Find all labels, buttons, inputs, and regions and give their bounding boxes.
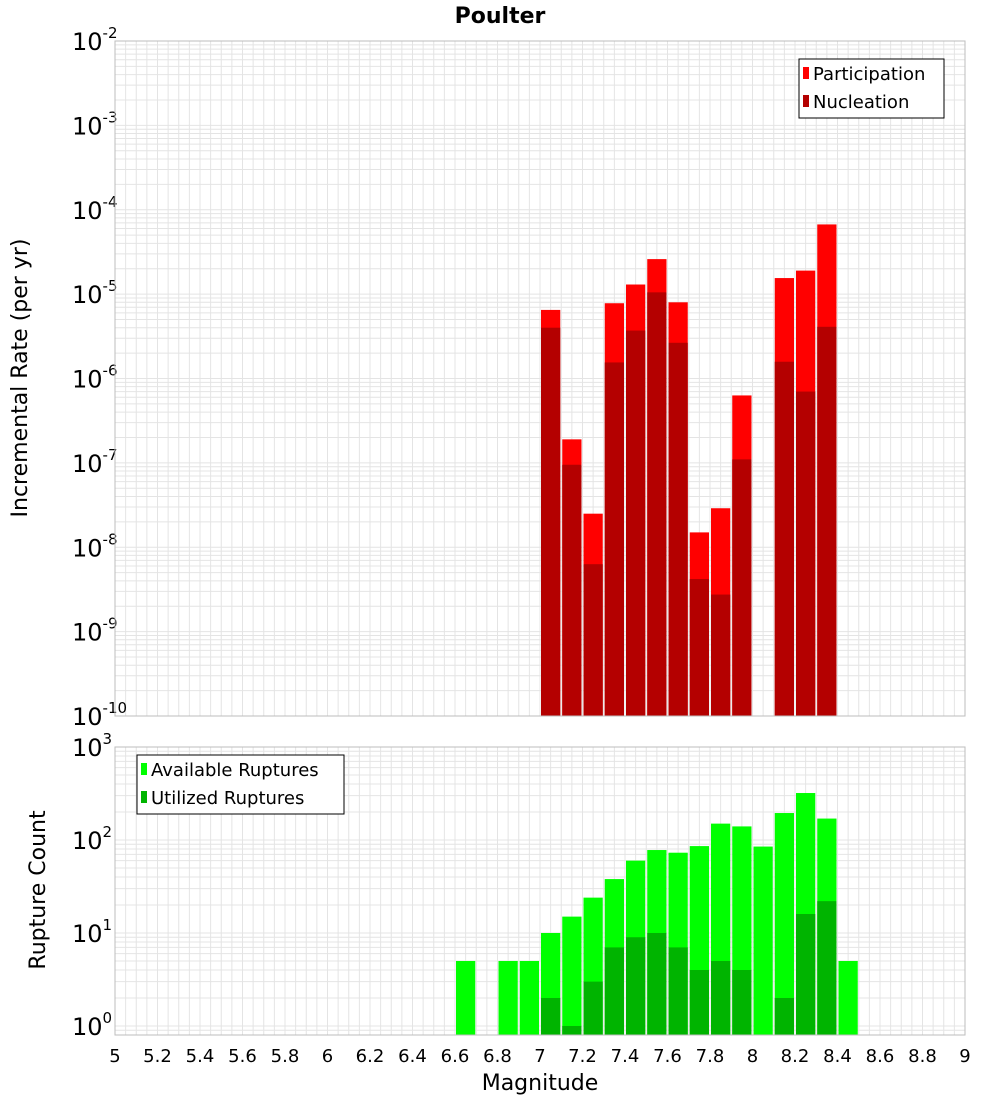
top-legend-label: Nucleation bbox=[813, 92, 909, 113]
bottom-legend-label: Utilized Ruptures bbox=[151, 788, 304, 809]
top-y-tick-label: 10-6 bbox=[72, 362, 118, 394]
bottom-legend-swatch bbox=[141, 791, 147, 803]
bottom-bar-available bbox=[838, 960, 858, 1035]
bottom-bar-available bbox=[456, 960, 476, 1035]
top-bar-nucleation bbox=[562, 464, 582, 716]
x-tick-label: 6.6 bbox=[441, 1046, 470, 1067]
top-bar-nucleation bbox=[774, 361, 794, 716]
bottom-bar-utilized bbox=[647, 932, 667, 1035]
x-tick-label: 5.8 bbox=[271, 1046, 300, 1067]
x-tick-label: 7.6 bbox=[653, 1046, 682, 1067]
top-y-axis-label: Incremental Rate (per yr) bbox=[8, 239, 33, 518]
x-axis-label: Magnitude bbox=[482, 1071, 599, 1096]
top-bar-nucleation bbox=[817, 326, 837, 716]
bottom-y-ticks: 100 101 102 103 bbox=[72, 730, 112, 1041]
top-y-tick-label: 10-10 bbox=[72, 699, 127, 731]
top-y-tick-label: 10-8 bbox=[72, 530, 118, 562]
top-bar-nucleation bbox=[796, 391, 816, 716]
x-tick-label: 5.4 bbox=[186, 1046, 215, 1067]
top-bar-nucleation bbox=[711, 594, 731, 716]
top-grid bbox=[114, 40, 966, 717]
bottom-legend-label: Available Ruptures bbox=[151, 760, 319, 781]
bottom-bar-utilized bbox=[562, 1025, 582, 1035]
top-plot-frame bbox=[114, 40, 966, 717]
top-bar-nucleation bbox=[732, 459, 752, 716]
bottom-bar-utilized bbox=[774, 997, 794, 1035]
bottom-plot-frame bbox=[114, 746, 966, 1036]
x-tick-label: 6.8 bbox=[483, 1046, 512, 1067]
top-legend-swatch bbox=[803, 95, 809, 107]
top-y-tick-label: 10-4 bbox=[72, 193, 118, 225]
bottom-bar-utilized bbox=[732, 969, 752, 1035]
bottom-bar-utilized bbox=[711, 960, 731, 1035]
x-tick-label: 7 bbox=[534, 1046, 545, 1067]
top-panel: 10-10 10-9 10-8 10-7 10-6 10-5 10-4 10-3 10-2 In… bbox=[8, 24, 966, 731]
x-tick-label: 8 bbox=[747, 1046, 758, 1067]
top-bar-nucleation bbox=[626, 330, 646, 716]
top-y-tick-label: 10-5 bbox=[72, 277, 118, 309]
bottom-bar-utilized bbox=[604, 947, 624, 1035]
bottom-legend-swatch bbox=[141, 763, 147, 775]
bottom-legend-box bbox=[136, 754, 345, 815]
x-tick-label: 5.6 bbox=[228, 1046, 257, 1067]
bottom-bar-utilized bbox=[583, 981, 603, 1035]
bottom-bar-available bbox=[562, 916, 582, 1035]
x-tick-label: 5 bbox=[109, 1046, 120, 1067]
bottom-bars bbox=[456, 793, 858, 1035]
x-tick-label: 8.2 bbox=[781, 1046, 810, 1067]
x-tick-label: 6 bbox=[322, 1046, 333, 1067]
bottom-panel: 100 101 102 103 Rupture Count Available Rup… bbox=[26, 730, 966, 1041]
bottom-y-tick-label: 100 bbox=[72, 1009, 112, 1041]
bottom-bar-utilized bbox=[626, 937, 646, 1035]
x-tick-label: 7.4 bbox=[611, 1046, 640, 1067]
x-tick-label: 8.8 bbox=[908, 1046, 937, 1067]
bottom-bar-available bbox=[774, 813, 794, 1035]
top-y-tick-label: 10-9 bbox=[72, 615, 118, 647]
bottom-bar-utilized bbox=[689, 969, 709, 1035]
top-bar-nucleation bbox=[647, 292, 667, 716]
bottom-bar-available bbox=[519, 960, 539, 1035]
bottom-bar-utilized bbox=[796, 914, 816, 1035]
top-y-tick-label: 10-7 bbox=[72, 446, 118, 478]
x-tick-label: 9 bbox=[959, 1046, 970, 1067]
x-ticks: 5 5.2 5.4 5.6 5.8 6 6.2 6.4 6.6 6.8 7 7.2 7.4 7.6 7.8 8… bbox=[109, 1046, 970, 1067]
top-y-ticks: 10-10 10-9 10-8 10-7 10-6 10-5 10-4 10-3 10-2 bbox=[72, 24, 127, 731]
x-tick-label: 7.2 bbox=[568, 1046, 597, 1067]
bottom-y-tick-label: 101 bbox=[72, 916, 112, 948]
top-legend: Participation Nucleation bbox=[798, 58, 945, 119]
top-bar-nucleation bbox=[604, 362, 624, 716]
bottom-y-axis-label: Rupture Count bbox=[26, 810, 51, 970]
top-legend-box bbox=[798, 58, 945, 119]
top-bar-nucleation bbox=[583, 564, 603, 716]
x-tick-label: 8.4 bbox=[823, 1046, 852, 1067]
bottom-bar-available bbox=[753, 846, 773, 1035]
top-bar-nucleation bbox=[541, 327, 561, 716]
bottom-y-tick-label: 102 bbox=[72, 823, 112, 855]
x-tick-label: 7.8 bbox=[696, 1046, 725, 1067]
bottom-bar-utilized bbox=[817, 901, 837, 1035]
top-bar-nucleation bbox=[668, 342, 688, 716]
top-legend-swatch bbox=[803, 67, 809, 79]
x-tick-label: 8.6 bbox=[866, 1046, 895, 1067]
bottom-legend: Available Ruptures Utilized Ruptures bbox=[136, 754, 345, 815]
bottom-bar-utilized bbox=[668, 947, 688, 1035]
bottom-bar-utilized bbox=[541, 997, 561, 1035]
top-y-tick-label: 10-2 bbox=[72, 24, 118, 56]
chart-title: Poulter bbox=[455, 4, 546, 29]
top-legend-label: Participation bbox=[813, 64, 925, 85]
bottom-bar-available bbox=[498, 960, 518, 1035]
top-y-tick-label: 10-3 bbox=[72, 108, 118, 140]
x-tick-label: 6.2 bbox=[356, 1046, 385, 1067]
x-tick-label: 5.2 bbox=[143, 1046, 172, 1067]
top-bars bbox=[541, 224, 837, 717]
x-tick-label: 6.4 bbox=[398, 1046, 427, 1067]
bottom-y-tick-label: 103 bbox=[72, 730, 112, 762]
top-bar-nucleation bbox=[689, 579, 709, 716]
